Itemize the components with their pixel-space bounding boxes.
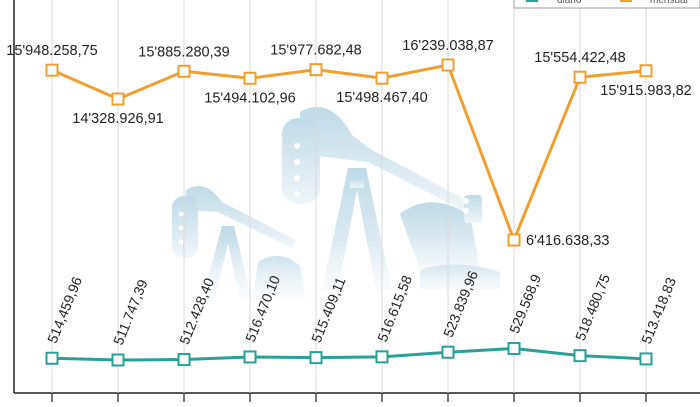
data-point-mensual: [309, 63, 323, 77]
data-point-mensual: [45, 63, 59, 77]
data-label-mensual: 6'416.638,33: [526, 233, 609, 249]
data-label-diario: 511.747,39: [110, 277, 151, 347]
data-label-mensual: 15'554.422,48: [534, 50, 625, 66]
data-label-diario: 513.418,83: [638, 275, 679, 346]
data-label-mensual: 15'977.682,48: [270, 43, 361, 59]
data-point-mensual: [243, 71, 257, 85]
data-label-mensual: 15'494.102,96: [204, 90, 295, 106]
series-mensual: 15'948.258,75 14'328.926,91 15'885.280,39 1…: [6, 38, 691, 249]
data-point-diario: [375, 350, 389, 364]
data-point-diario: [243, 350, 257, 364]
data-point-diario: [177, 353, 191, 367]
data-point-diario: [111, 353, 125, 367]
data-label-diario: 514,459,96: [44, 274, 85, 345]
legend-marker-diario: [526, 0, 538, 2]
data-label-diario: 518.480,75: [572, 272, 613, 343]
legend-label-mensual: mensual: [650, 0, 688, 6]
series-line-diario: [51, 347, 647, 362]
data-label-mensual: 15'885.280,39: [138, 44, 229, 60]
data-point-diario: [573, 349, 587, 363]
data-point-mensual: [639, 64, 653, 78]
data-label-mensual: 14'328.926,91: [72, 111, 163, 127]
legend-marker-mensual: [620, 0, 632, 2]
legend: diario mensual: [513, 0, 700, 9]
axes: [13, 0, 700, 402]
data-point-diario: [309, 351, 323, 365]
data-label-mensual: 15'498.467,40: [336, 90, 427, 106]
data-point-mensual: [177, 64, 191, 78]
data-point-mensual: [441, 58, 455, 72]
data-point-mensual: [507, 233, 521, 247]
data-point-diario: [507, 342, 521, 355]
data-point-mensual: [111, 92, 125, 106]
data-point-mensual: [375, 71, 389, 85]
data-label-mensual: 15'915.983,82: [600, 83, 691, 99]
data-point-mensual: [573, 70, 587, 84]
data-label-mensual: 16'239.038,87: [402, 38, 493, 54]
data-point-diario: [639, 352, 653, 366]
data-label-mensual: 15'948.258,75: [6, 43, 97, 59]
legend-box: [513, 0, 700, 9]
oil-pumpjack-background: [150, 106, 550, 320]
data-point-diario: [45, 351, 59, 365]
legend-label-diario: diario: [557, 0, 582, 6]
series-line-mensual: [51, 63, 647, 242]
data-point-diario: [441, 345, 455, 359]
